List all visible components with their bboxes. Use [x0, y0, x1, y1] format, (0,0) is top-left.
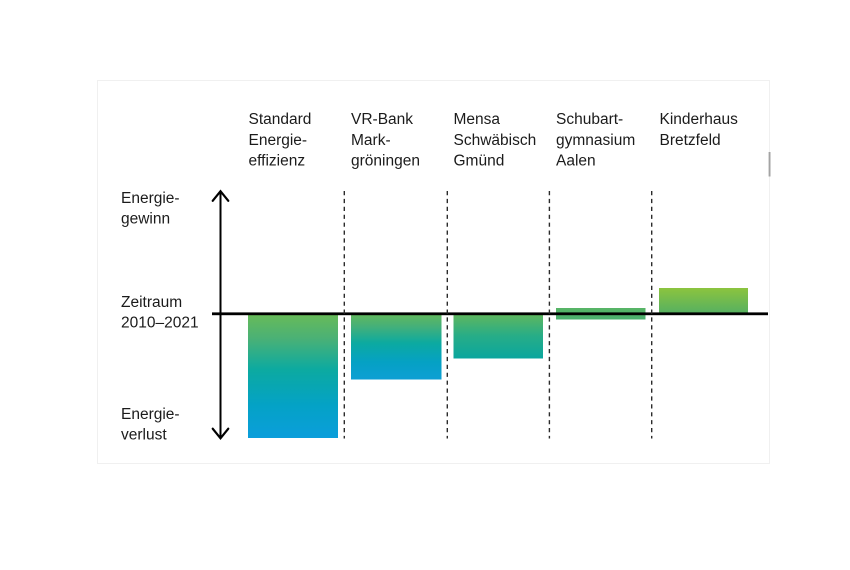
svg-text:Mensa: Mensa — [454, 111, 501, 128]
svg-text:Schubart-: Schubart- — [556, 111, 623, 128]
svg-text:2010–2021: 2010–2021 — [121, 314, 199, 331]
svg-text:Gmünd: Gmünd — [454, 153, 505, 170]
svg-text:Bretzfeld: Bretzfeld — [660, 132, 721, 149]
svg-text:Schwäbisch: Schwäbisch — [454, 132, 537, 149]
svg-text:Zeitraum: Zeitraum — [121, 294, 182, 311]
svg-text:verlust: verlust — [121, 426, 167, 443]
svg-text:gröningen: gröningen — [351, 153, 420, 170]
svg-text:Kinderhaus: Kinderhaus — [660, 111, 739, 128]
svg-text:Energie-: Energie- — [249, 132, 308, 149]
svg-text:effizienz: effizienz — [249, 153, 306, 170]
svg-text:Standard: Standard — [249, 111, 312, 128]
svg-text:gymnasium: gymnasium — [556, 132, 635, 149]
svg-text:gewinn: gewinn — [121, 210, 170, 227]
svg-text:Aalen: Aalen — [556, 153, 596, 170]
svg-text:Energie-: Energie- — [121, 406, 180, 423]
svg-text:Energie-: Energie- — [121, 190, 180, 207]
svg-text:Mark-: Mark- — [351, 132, 391, 149]
svg-text:VR-Bank: VR-Bank — [351, 111, 413, 128]
